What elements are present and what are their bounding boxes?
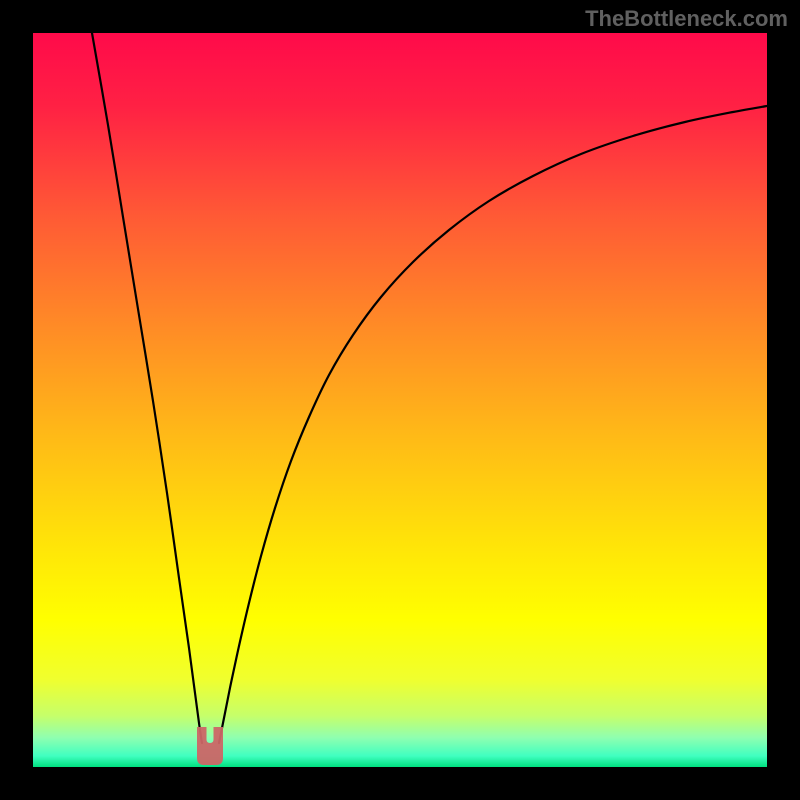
chart-container: TheBottleneck.com [0,0,800,800]
bottleneck-curve-chart [33,33,767,767]
attribution-label: TheBottleneck.com [585,6,788,32]
gradient-background [33,33,767,767]
plot-area [33,33,767,767]
